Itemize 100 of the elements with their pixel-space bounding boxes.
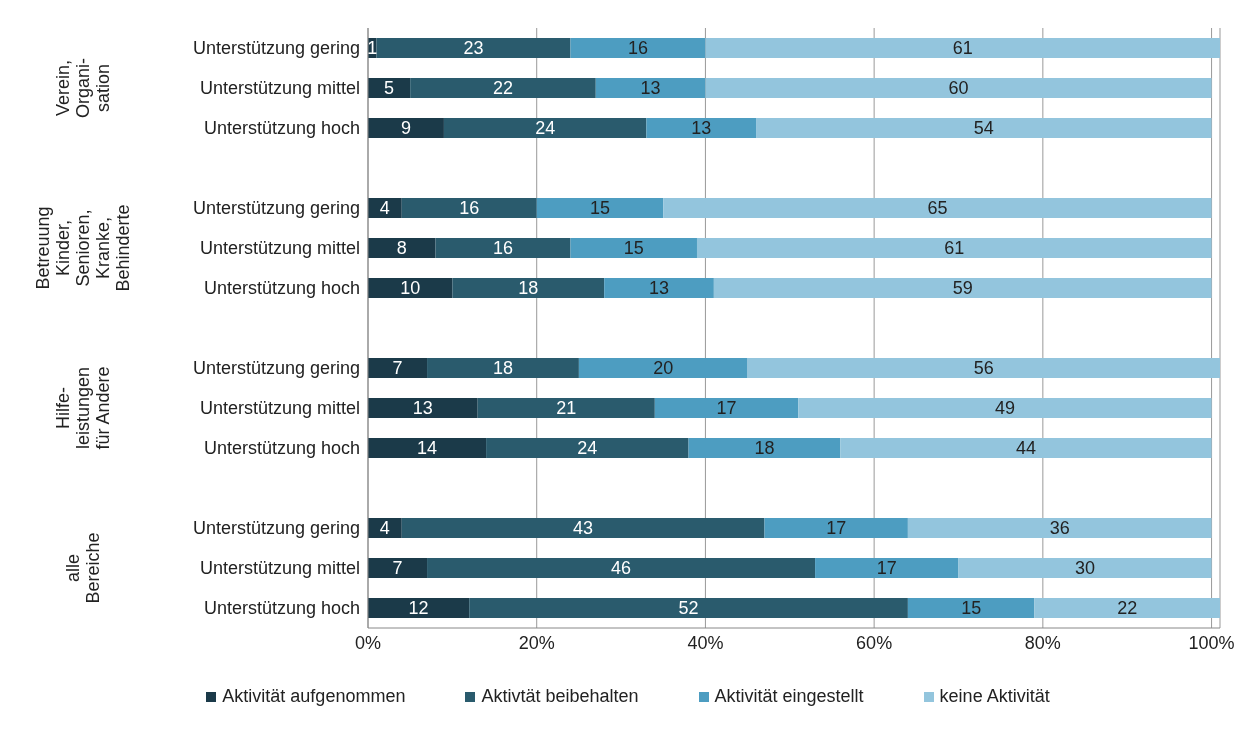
bar <box>401 518 765 538</box>
bar <box>477 398 655 418</box>
bar <box>486 438 689 458</box>
bar <box>376 38 571 58</box>
text: Betreuung Kinder, Senioren, Kranke, Behinderte <box>33 204 133 292</box>
bar <box>654 398 799 418</box>
bar <box>368 598 470 618</box>
bar <box>469 598 908 618</box>
data-label: 43 <box>573 518 594 539</box>
data-label: 13 <box>640 78 661 99</box>
data-label: 18 <box>518 278 539 299</box>
x-tick-label: 60% <box>856 632 893 653</box>
data-label: 14 <box>417 438 438 459</box>
bar <box>688 438 841 458</box>
data-label: 65 <box>927 198 948 219</box>
data-label: 4 <box>379 198 390 219</box>
bar <box>747 358 1220 378</box>
data-label: 61 <box>944 238 965 259</box>
bar <box>604 278 714 298</box>
x-tick-label: 20% <box>518 632 555 653</box>
data-label: 22 <box>1117 598 1138 619</box>
data-label: 15 <box>589 198 610 219</box>
data-label: 8 <box>396 238 407 259</box>
bar <box>368 558 428 578</box>
data-label: 59 <box>952 278 973 299</box>
data-label: 24 <box>535 118 556 139</box>
bar <box>368 358 428 378</box>
data-label: 10 <box>400 278 421 299</box>
y-tick-label: Unterstützung hoch <box>203 118 360 139</box>
bar <box>536 198 664 218</box>
data-label: 36 <box>1049 518 1070 539</box>
legend-label: Aktivität eingestellt <box>714 686 864 707</box>
data-label: 17 <box>826 518 847 539</box>
data-label: 15 <box>623 238 644 259</box>
data-label: 46 <box>611 558 632 579</box>
y-tick-label: Unterstützung hoch <box>203 438 360 459</box>
data-label: 18 <box>754 438 775 459</box>
x-tick-label: 80% <box>1024 632 1061 653</box>
data-label: 21 <box>556 398 577 419</box>
data-label: 9 <box>400 118 411 139</box>
bar <box>427 558 816 578</box>
y-tick-label: Unterstützung gering <box>192 38 360 59</box>
text: alle Bereiche <box>63 532 103 604</box>
data-label: 7 <box>392 358 403 379</box>
bar <box>646 118 757 138</box>
data-label: 16 <box>492 238 513 259</box>
bar <box>907 598 1035 618</box>
bar <box>570 238 697 258</box>
bar <box>368 118 444 138</box>
legend-label: Aktivtät beibehalten <box>481 686 639 707</box>
data-label: 52 <box>678 598 699 619</box>
x-tick-label: 100% <box>1188 632 1235 653</box>
data-label: 20 <box>653 358 674 379</box>
data-label: 24 <box>577 438 598 459</box>
bar <box>958 558 1212 578</box>
bar <box>427 358 579 378</box>
data-label: 12 <box>408 598 429 619</box>
bar <box>840 438 1212 458</box>
data-label: 17 <box>716 398 737 419</box>
data-label: 22 <box>492 78 513 99</box>
bar <box>756 118 1212 138</box>
legend-label: Aktivität aufgenommen <box>222 686 406 707</box>
bar <box>764 518 908 538</box>
data-label: 17 <box>876 558 897 579</box>
data-label: 15 <box>961 598 982 619</box>
data-label: 13 <box>649 278 670 299</box>
bar <box>713 278 1212 298</box>
y-tick-label: Unterstützung mittel <box>199 398 360 419</box>
y-tick-label: Unterstützung gering <box>192 518 360 539</box>
bar <box>435 238 571 258</box>
bar <box>815 558 959 578</box>
data-label: 18 <box>492 358 513 379</box>
bar <box>578 358 748 378</box>
data-label: 4 <box>379 518 390 539</box>
bar <box>705 38 1220 58</box>
data-label: 16 <box>459 198 480 219</box>
bar <box>663 198 1212 218</box>
legend-label: keine Aktivität <box>939 686 1050 707</box>
text: Verein, Organi- sation <box>53 57 113 119</box>
bar <box>570 38 706 58</box>
bar <box>907 518 1212 538</box>
y-tick-label: Unterstützung hoch <box>203 278 360 299</box>
data-label: 30 <box>1075 558 1096 579</box>
data-label: 23 <box>463 38 484 59</box>
data-label: 44 <box>1015 438 1036 459</box>
data-label: 16 <box>627 38 648 59</box>
bar <box>368 438 487 458</box>
bar <box>401 198 537 218</box>
bar <box>443 118 647 138</box>
data-label: 13 <box>412 398 433 419</box>
bar <box>798 398 1212 418</box>
y-tick-label: Unterstützung hoch <box>203 598 360 619</box>
y-tick-label: Unterstützung gering <box>192 198 360 219</box>
bar <box>368 238 436 258</box>
bar <box>595 78 706 98</box>
data-label: 54 <box>973 118 994 139</box>
bar <box>705 78 1212 98</box>
data-label: 1 <box>367 38 378 59</box>
y-tick-label: Unterstützung gering <box>192 358 360 379</box>
data-label: 5 <box>384 78 395 99</box>
